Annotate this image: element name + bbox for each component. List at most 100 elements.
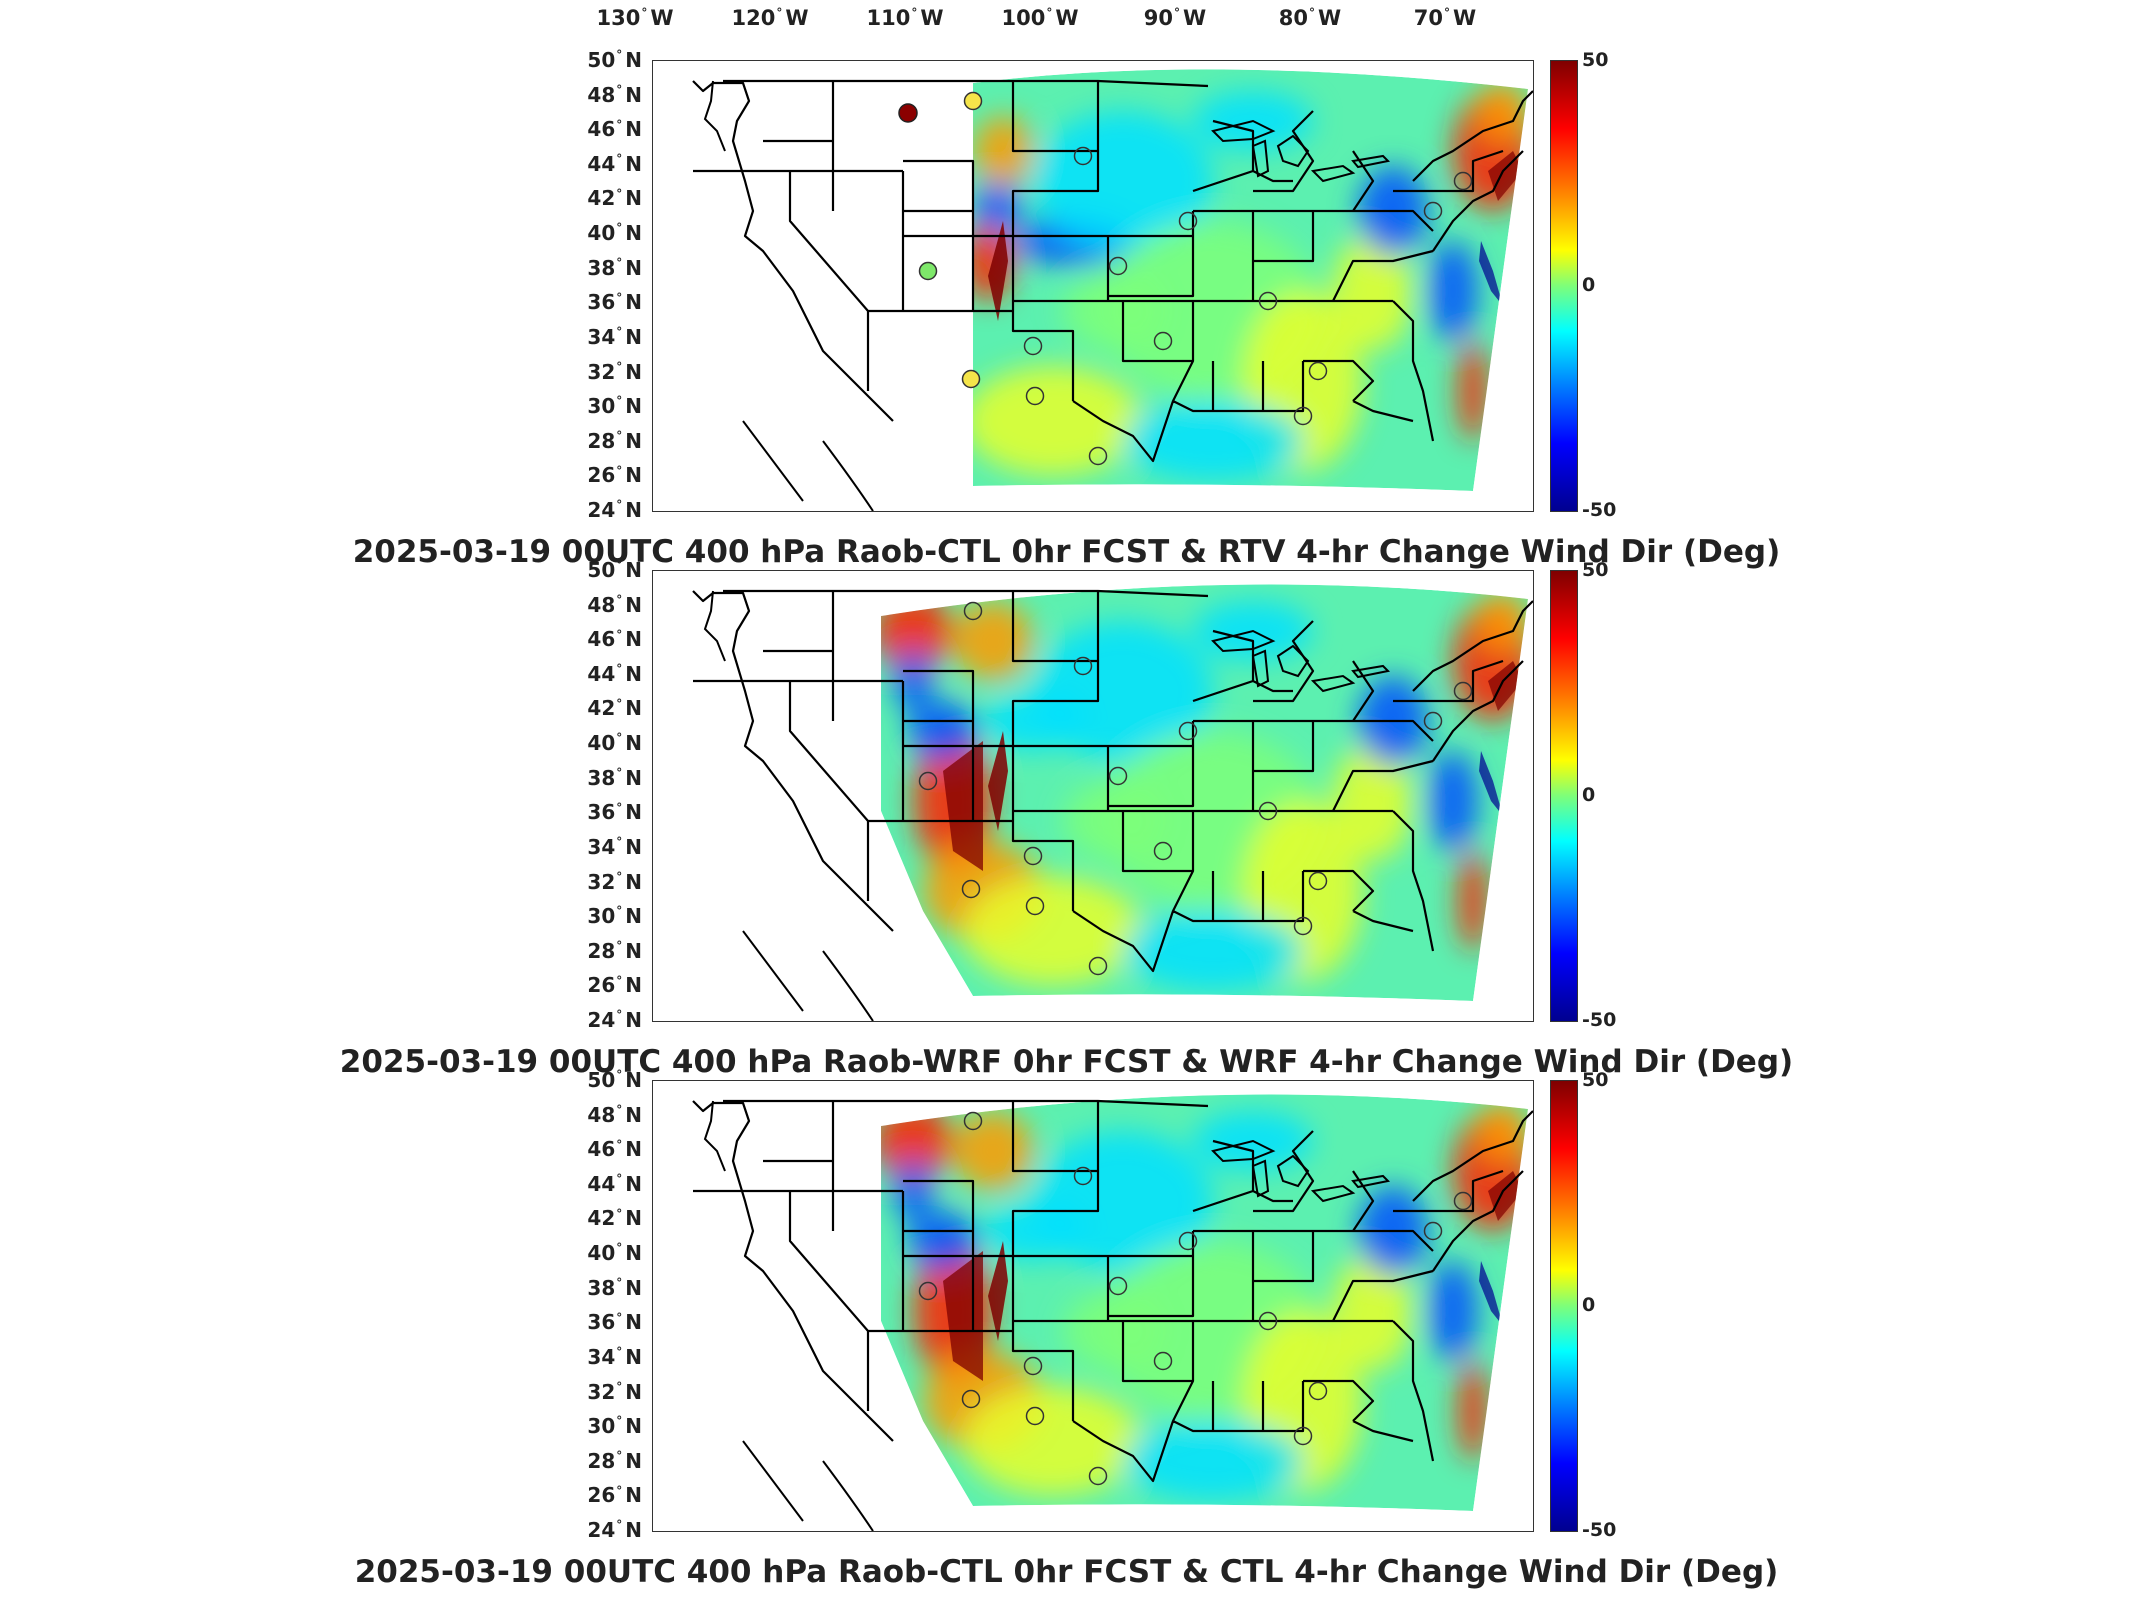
lat-direction: N <box>625 82 642 107</box>
degree-symbol: ° <box>616 766 623 781</box>
raob-station-marker <box>1073 146 1093 166</box>
raob-station-marker <box>1293 406 1313 426</box>
lon-direction: W <box>920 6 944 30</box>
lat-direction: N <box>625 869 642 894</box>
latitude-tick-label: 36° N <box>482 800 642 824</box>
lat-value: 28 <box>587 1448 616 1473</box>
degree-symbol: ° <box>1444 6 1451 20</box>
lat-direction: N <box>625 498 642 522</box>
state-borders <box>692 589 1533 973</box>
raob-station-marker <box>1308 1381 1328 1401</box>
colorbar-tick-label: 50 <box>1582 559 1609 581</box>
map-frame <box>652 570 1534 1022</box>
lat-direction: N <box>625 255 642 280</box>
raob-station-marker <box>1453 681 1473 701</box>
wind-direction-field <box>973 69 1528 491</box>
raob-station-marker <box>918 1281 938 1301</box>
lat-value: 46 <box>587 117 616 142</box>
raob-station-marker <box>1308 871 1328 891</box>
lat-value: 30 <box>587 904 616 929</box>
colorbar <box>1550 570 1578 1022</box>
lon-direction: W <box>1453 6 1477 30</box>
degree-symbol: ° <box>641 6 648 20</box>
latitude-tick-label: 46° N <box>482 627 642 651</box>
latitude-tick-label: 44° N <box>482 152 642 176</box>
degree-symbol: ° <box>616 869 623 884</box>
lat-value: 50 <box>587 48 616 72</box>
colorbar-tick-label: 0 <box>1582 784 1596 806</box>
colorbar-tick-label: 50 <box>1582 49 1609 71</box>
latitude-tick-label: 26° N <box>482 1483 642 1507</box>
latitude-tick-label: 50° N <box>482 48 642 72</box>
lat-direction: N <box>625 1414 642 1439</box>
raob-station-marker <box>1088 1466 1108 1486</box>
degree-symbol: ° <box>616 1241 623 1256</box>
longitude-tick-label: 80° W <box>1279 6 1341 30</box>
degree-symbol: ° <box>616 463 623 478</box>
lat-value: 36 <box>587 1310 616 1335</box>
latitude-tick-label: 26° N <box>482 463 642 487</box>
degree-symbol: ° <box>616 221 623 236</box>
raob-station-marker <box>1153 331 1173 351</box>
lat-value: 36 <box>587 290 616 315</box>
lon-direction: W <box>785 6 809 30</box>
lat-value: 48 <box>587 1102 616 1127</box>
raob-station-marker <box>1423 711 1443 731</box>
latitude-tick-label: 32° N <box>482 1380 642 1404</box>
latitude-tick-label: 46° N <box>482 117 642 141</box>
coastline <box>703 80 874 511</box>
colorbar-tick-label: -50 <box>1582 1519 1617 1541</box>
state-borders <box>692 1099 1533 1483</box>
longitude-tick-label: 70° W <box>1414 6 1476 30</box>
degree-symbol: ° <box>616 904 623 919</box>
lon-value: 120 <box>731 6 776 30</box>
lat-value: 32 <box>587 869 616 894</box>
latitude-tick-label: 32° N <box>482 870 642 894</box>
panel-title: 2025-03-19 00UTC 400 hPa Raob-CTL 0hr FC… <box>354 1554 1779 1590</box>
raob-station-marker <box>1293 1426 1313 1446</box>
us-map <box>692 1094 1533 1531</box>
latitude-tick-label: 50° N <box>482 1068 642 1092</box>
degree-symbol: ° <box>616 1068 623 1083</box>
raob-station-marker <box>1153 841 1173 861</box>
raob-station-marker <box>1108 1276 1128 1296</box>
lat-value: 26 <box>587 463 616 488</box>
lat-direction: N <box>625 1008 642 1032</box>
degree-symbol: ° <box>616 498 623 513</box>
colorbar-tick-label: -50 <box>1582 499 1617 521</box>
lon-direction: W <box>1318 6 1342 30</box>
lat-value: 46 <box>587 1137 616 1162</box>
longitude-tick-label: 100° W <box>1001 6 1078 30</box>
lat-direction: N <box>625 394 642 419</box>
lat-value: 44 <box>587 1171 616 1196</box>
degree-symbol: ° <box>616 1379 623 1394</box>
colorbar-tick-label: 50 <box>1582 1069 1609 1091</box>
degree-symbol: ° <box>616 152 623 167</box>
degree-symbol: ° <box>616 186 623 201</box>
lat-value: 36 <box>587 800 616 825</box>
lat-value: 40 <box>587 221 616 246</box>
panel-title: 2025-03-19 00UTC 400 hPa Raob-CTL 0hr FC… <box>352 534 1781 570</box>
raob-station-marker <box>963 601 983 621</box>
degree-symbol: ° <box>616 325 623 340</box>
map-frame <box>652 60 1534 512</box>
lat-value: 34 <box>587 324 616 349</box>
raob-station-marker <box>1025 896 1045 916</box>
degree-symbol: ° <box>616 1008 623 1023</box>
degree-symbol: ° <box>616 429 623 444</box>
raob-station-marker <box>1023 846 1043 866</box>
lat-direction: N <box>625 221 642 246</box>
lat-direction: N <box>625 1137 642 1162</box>
colorbar-tick-label: 0 <box>1582 274 1596 296</box>
latitude-tick-label: 36° N <box>482 1310 642 1334</box>
degree-symbol: ° <box>911 6 918 20</box>
latitude-tick-label: 40° N <box>482 221 642 245</box>
degree-symbol: ° <box>616 835 623 850</box>
lat-direction: N <box>625 1241 642 1266</box>
raob-station-marker <box>1258 1311 1278 1331</box>
lat-direction: N <box>625 1518 642 1542</box>
lon-direction: W <box>650 6 674 30</box>
degree-symbol: ° <box>616 117 623 132</box>
lat-direction: N <box>625 834 642 859</box>
raob-station-marker <box>1108 256 1128 276</box>
